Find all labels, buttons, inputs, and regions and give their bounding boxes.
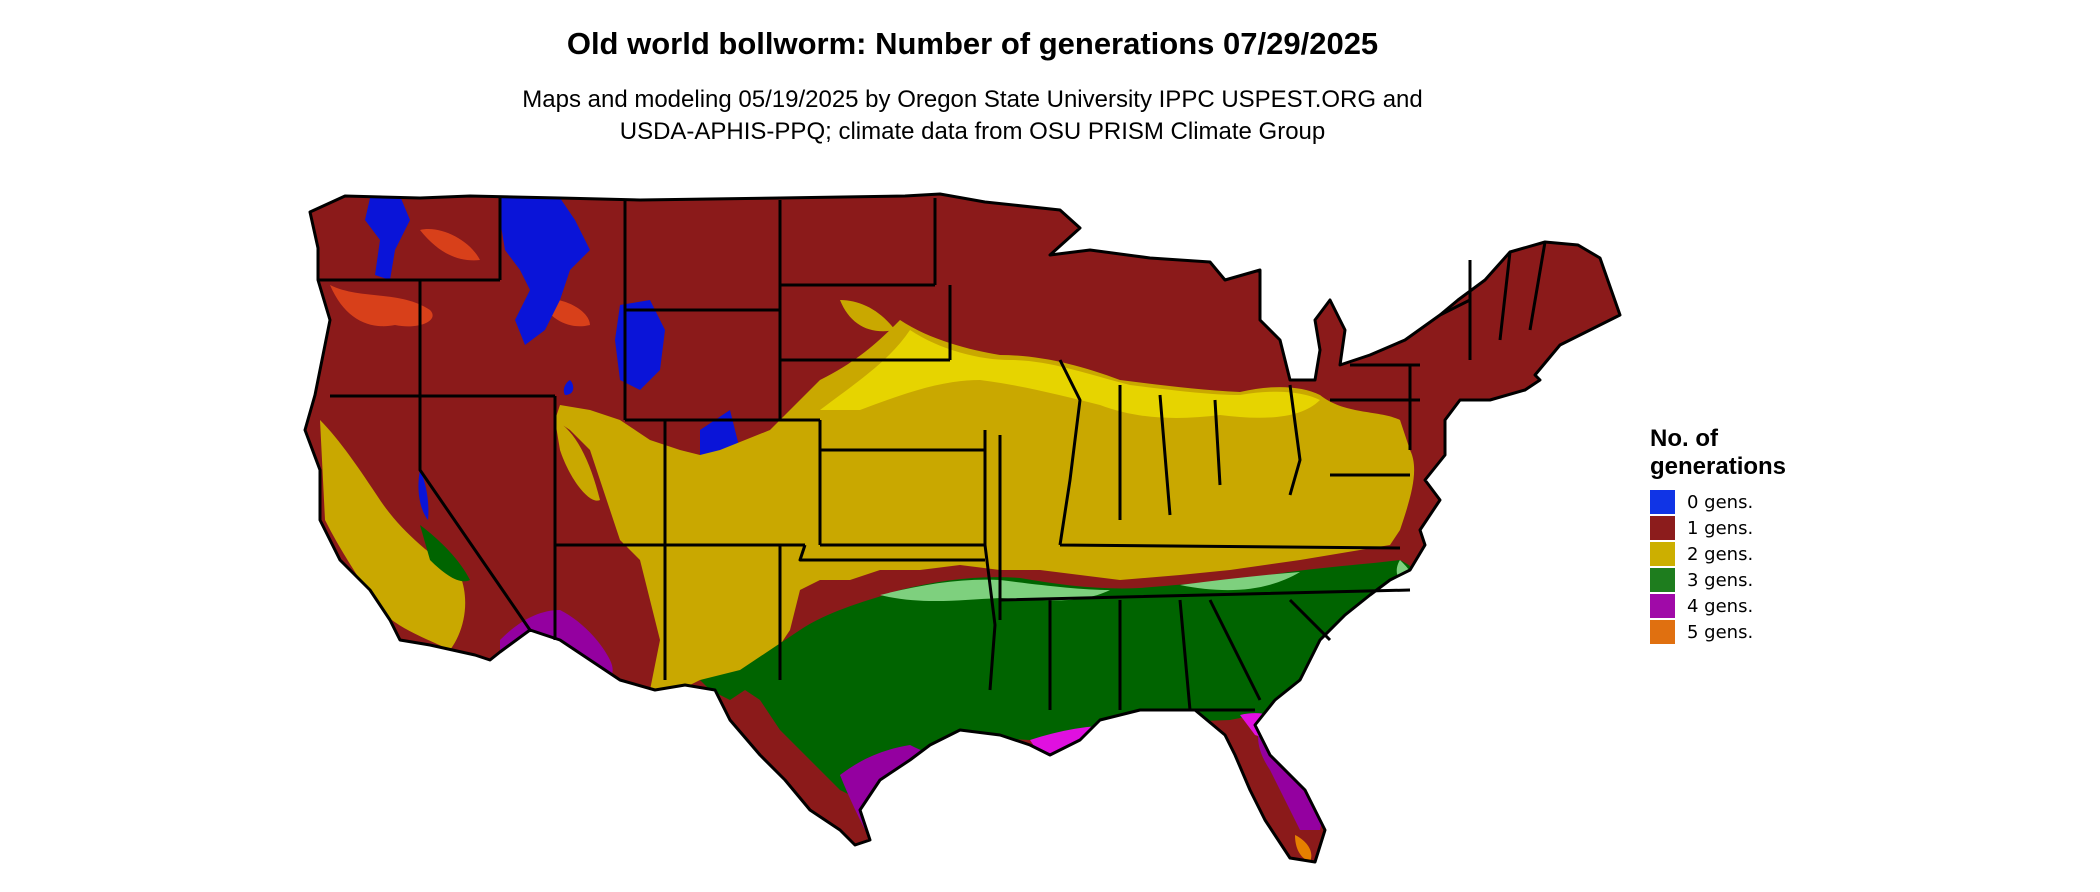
legend-item-3-gens: 3 gens. — [1650, 567, 1786, 593]
generation-zones — [305, 194, 1620, 862]
legend-swatch — [1650, 594, 1675, 618]
legend-item-5-gens: 5 gens. — [1650, 619, 1786, 645]
state-borders — [303, 192, 1622, 864]
legend-swatch — [1650, 542, 1675, 566]
legend-label: 1 gens. — [1687, 517, 1754, 539]
legend-swatch — [1650, 568, 1675, 592]
zone-3-gen — [420, 525, 1420, 800]
legend-title: No. of generations — [1650, 425, 1786, 481]
legend-title-line-1: No. of — [1650, 425, 1718, 452]
legend-item-4-gens: 4 gens. — [1650, 593, 1786, 619]
zone-5-gen — [875, 790, 1312, 862]
legend-item-1-gens: 1 gens. — [1650, 515, 1786, 541]
zone-3-gen-edge — [880, 560, 1411, 602]
map-title: Old world bollworm: Number of generation… — [566, 26, 1379, 61]
legend: No. of generations 0 gens. 1 gens. 2 gen… — [1650, 425, 1786, 645]
legend-swatch — [1650, 516, 1675, 540]
map-subtitle: Maps and modeling 05/19/2025 by Oregon S… — [0, 84, 1945, 148]
legend-item-2-gens: 2 gens. — [1650, 541, 1786, 567]
legend-label: 5 gens. — [1687, 621, 1754, 643]
subtitle-line-1: Maps and modeling 05/19/2025 by Oregon S… — [522, 86, 1423, 113]
legend-label: 4 gens. — [1687, 595, 1754, 617]
legend-swatch — [1650, 620, 1675, 644]
legend-label: 0 gens. — [1687, 491, 1754, 513]
legend-item-0-gens: 0 gens. — [1650, 489, 1786, 515]
legend-title-line-2: generations — [1650, 453, 1787, 480]
zone-2-gen-edge — [820, 330, 1320, 418]
legend-swatch — [1650, 490, 1675, 514]
legend-label: 2 gens. — [1687, 543, 1754, 565]
subtitle-line-2: USDA-APHIS-PPQ; climate data from OSU PR… — [619, 118, 1326, 145]
legend-label: 3 gens. — [1687, 569, 1754, 591]
